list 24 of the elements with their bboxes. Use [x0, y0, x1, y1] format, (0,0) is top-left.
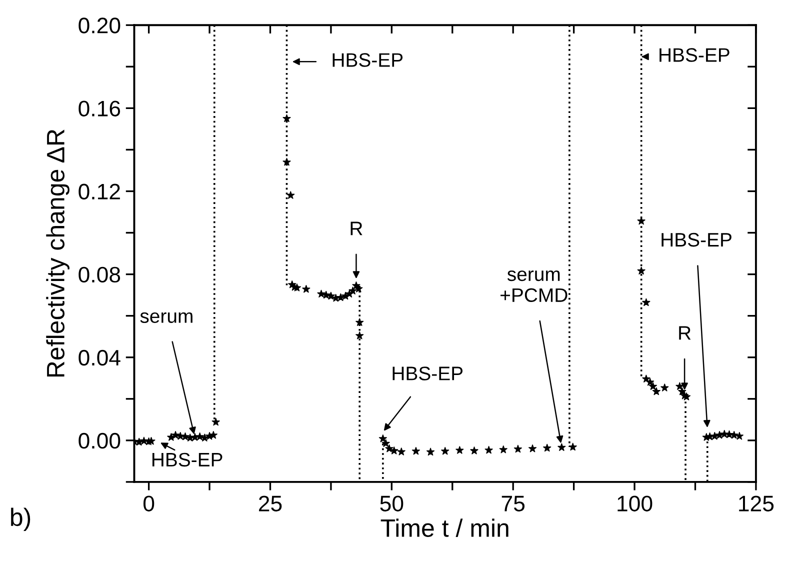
y-axis-title: Reflectivity change ΔR [46, 130, 70, 377]
annotation: HBS-EP [152, 452, 222, 467]
annotation: HBS-EP [392, 366, 463, 380]
annotation: R [350, 222, 362, 236]
x-tick-label: 0 [143, 496, 154, 512]
annotation: serum [140, 312, 192, 323]
text: b) [11, 508, 30, 532]
x-tick-label: 25 [258, 496, 282, 512]
annotation: HBS-EP [660, 48, 730, 62]
y-tick-label: 0.08 [78, 266, 120, 283]
y-tick-label: 0.12 [78, 184, 120, 200]
annotation: HBS-EP [332, 53, 403, 67]
y-tick-label: 0.04 [78, 350, 120, 366]
y-tick-label: 0.00 [78, 432, 120, 449]
annotation: R [679, 326, 691, 340]
x-tick-label: 125 [739, 496, 774, 512]
y-tick-label: 0.20 [78, 18, 120, 34]
x-axis-title: Time t / min [380, 518, 508, 537]
y-tick-label: 0.16 [78, 100, 120, 116]
annotation: serum +PCMD [500, 270, 568, 302]
annotation: HBS-EP [662, 232, 732, 247]
x-tick-label: 50 [380, 496, 404, 512]
x-tick-label: 75 [502, 496, 525, 512]
x-tick-label: 100 [618, 496, 652, 512]
